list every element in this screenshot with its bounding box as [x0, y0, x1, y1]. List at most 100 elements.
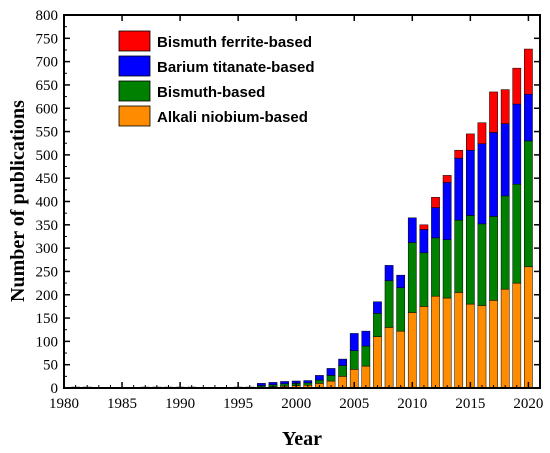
bar-segment-2004-s2: [338, 358, 347, 366]
y-tick-label: 550: [36, 125, 59, 141]
bar-segment-2009-s1: [396, 287, 406, 332]
x-tick-label: 2005: [339, 396, 369, 412]
bar-segment-1999-s2: [280, 381, 289, 385]
bar-segment-2016-s1: [477, 223, 487, 306]
bar-segment-2001-s2: [303, 380, 313, 384]
bar-segment-2020-s2: [524, 94, 533, 142]
bar-segment-2015-s3: [465, 133, 475, 151]
legend: Bismuth ferrite-based Barium titanate-bas…: [118, 30, 315, 127]
x-tick-label: 1995: [223, 396, 253, 412]
bar-segment-2013-s0: [442, 297, 452, 389]
legend-swatch-2: [118, 55, 151, 77]
bars-layer: [71, 48, 533, 389]
bar-segment-2012-s0: [431, 295, 440, 389]
bar-segment-2017-s1: [489, 216, 498, 301]
bar-segment-2020-s1: [524, 140, 533, 268]
bar-segment-2019-s2: [512, 103, 522, 185]
bar-segment-2020-s0: [524, 266, 533, 389]
x-tick-label: 1980: [49, 396, 79, 412]
y-tick-label: 800: [36, 8, 59, 24]
bar-segment-2015-s0: [465, 303, 475, 389]
x-axis: 1980 1985 1990 1995 2000 2005 2010 2015 2020: [49, 15, 543, 412]
bar-segment-2020-s3: [524, 48, 533, 95]
bar-segment-2011-s2: [419, 229, 429, 254]
bar-segment-2016-s0: [477, 305, 487, 389]
bar-segment-2017-s0: [489, 300, 498, 389]
y-tick-label: 750: [36, 31, 59, 47]
bar-segment-2014-s2: [454, 157, 464, 221]
y-tick-label: 600: [36, 101, 59, 117]
bar-segment-2019-s3: [512, 67, 522, 105]
bar-segment-1998-s2: [268, 382, 278, 385]
y-tick-label: 300: [36, 241, 59, 257]
y-axis: 0 50 100 150 200 250 300 350 400 450 500 550 600 650 7…: [36, 8, 540, 397]
x-tick-label: 2015: [455, 396, 485, 412]
bar-segment-2011-s3: [419, 224, 429, 230]
legend-swatch-3: [118, 80, 151, 102]
legend-label-4: Alkali niobium-based: [157, 109, 308, 126]
bar-segment-2011-s1: [419, 252, 429, 307]
bar-segment-2007-s0: [373, 336, 382, 389]
y-tick-label: 0: [51, 381, 59, 397]
y-tick-label: 150: [36, 311, 59, 327]
bar-segment-2008-s1: [384, 280, 394, 328]
x-tick-label: 1990: [165, 396, 195, 412]
bar-segment-2014-s3: [454, 149, 464, 159]
bar-segment-2019-s0: [512, 282, 522, 389]
bar-segment-2010-s0: [407, 312, 417, 389]
legend-label-1: Bismuth ferrite-based: [157, 34, 312, 51]
legend-label-2: Barium titanate-based: [157, 59, 315, 76]
bar-segment-2013-s2: [442, 182, 452, 240]
bar-segment-2001-s1: [303, 382, 313, 386]
y-tick-label: 700: [36, 55, 59, 71]
bar-segment-2002-s2: [315, 375, 324, 381]
bar-segment-2003-s2: [326, 368, 336, 376]
bar-segment-2008-s0: [384, 327, 394, 389]
legend-swatch-4: [118, 105, 151, 127]
y-axis-title: Number of publications: [7, 100, 29, 302]
bar-segment-2018-s1: [500, 195, 510, 290]
bar-segment-2006-s2: [361, 330, 371, 347]
y-tick-label: 50: [43, 358, 58, 374]
bar-segment-2014-s0: [454, 292, 464, 389]
bar-segment-2005-s2: [349, 333, 359, 351]
y-tick-label: 500: [36, 148, 59, 164]
y-tick-label: 250: [36, 264, 59, 280]
y-tick-label: 100: [36, 334, 59, 350]
bar-segment-2012-s1: [431, 237, 440, 297]
x-axis-title: Year: [282, 428, 322, 450]
bar-segment-2005-s1: [349, 350, 359, 370]
bar-segment-2012-s3: [431, 197, 440, 208]
bar-segment-2014-s1: [454, 219, 464, 293]
bar-segment-2016-s3: [477, 122, 487, 144]
bar-segment-2010-s1: [407, 242, 417, 313]
bar-segment-2018-s2: [500, 123, 510, 197]
legend-swatch-1: [118, 30, 151, 52]
bar-segment-2017-s2: [489, 132, 498, 217]
bar-segment-2015-s2: [465, 149, 475, 216]
bar-segment-2018-s0: [500, 288, 510, 389]
bar-segment-2010-s2: [407, 217, 417, 243]
y-tick-label: 200: [36, 288, 59, 304]
bar-segment-2009-s0: [396, 330, 406, 389]
bar-segment-2015-s1: [465, 215, 475, 305]
bar-segment-2007-s1: [373, 313, 382, 337]
bar-segment-2006-s1: [361, 345, 371, 367]
x-tick-label: 2010: [397, 396, 427, 412]
bar-segment-2013-s1: [442, 239, 452, 299]
bar-segment-2009-s2: [396, 274, 406, 289]
y-tick-label: 350: [36, 218, 59, 234]
x-tick-label: 1985: [107, 396, 137, 412]
bar-segment-2006-s0: [361, 365, 371, 389]
bar-segment-2011-s0: [419, 306, 429, 389]
bar-segment-2013-s3: [442, 175, 452, 183]
bar-segment-2019-s1: [512, 184, 522, 284]
bar-segment-2018-s3: [500, 89, 510, 124]
bar-segment-2008-s2: [384, 265, 394, 282]
bar-segment-2004-s1: [338, 365, 347, 377]
y-tick-label: 650: [36, 78, 59, 94]
x-tick-label: 2020: [513, 396, 543, 412]
legend-label-3: Bismuth-based: [157, 84, 265, 101]
bar-segment-2002-s1: [315, 379, 324, 384]
